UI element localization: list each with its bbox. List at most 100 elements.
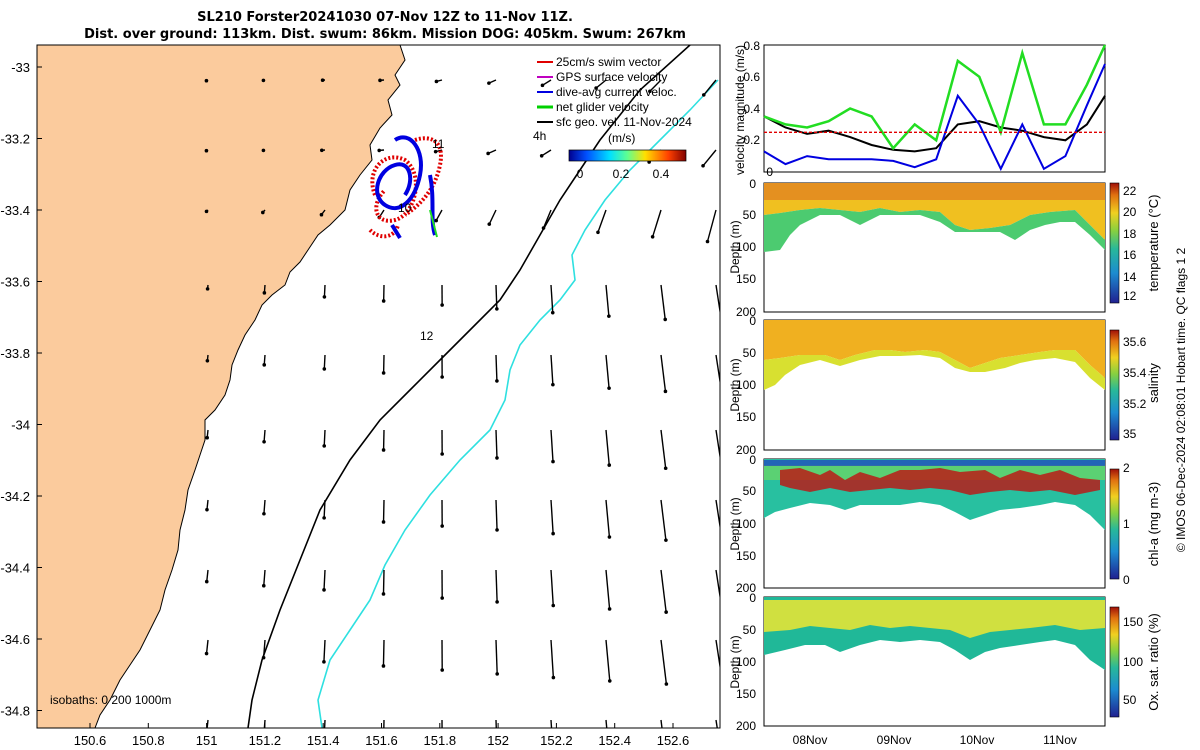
- velocity-arrow: [550, 719, 553, 728]
- chart-title-line1: SL210 Forster20241030 07-Nov 12Z to 11-N…: [197, 10, 573, 25]
- velocity-arrow: [495, 719, 497, 728]
- arrow-head: [607, 314, 611, 318]
- velocity-arrow: [323, 429, 326, 446]
- arrow-head: [319, 212, 324, 217]
- arrow-head: [495, 307, 499, 311]
- velocity-arrow: [542, 209, 552, 229]
- arrow-head: [381, 520, 386, 524]
- arrow-head: [705, 239, 710, 244]
- arrow-head: [607, 679, 612, 683]
- velocity-arrow: [595, 79, 607, 89]
- arrow-head: [487, 81, 491, 85]
- arrow-head: [551, 603, 556, 608]
- legend-label: net glider velocity: [556, 100, 649, 114]
- legend-item: dive-avg current veloc.: [537, 85, 677, 99]
- legend-item: net glider velocity: [537, 100, 649, 114]
- arrow-head: [664, 682, 669, 686]
- velocity-arrow: [715, 354, 720, 386]
- arrow-head: [495, 600, 499, 604]
- arrow-head: [322, 367, 327, 371]
- arrow-head: [205, 507, 209, 512]
- velocity-arrow: [605, 499, 611, 538]
- arrow-head: [594, 86, 598, 90]
- arrow-head: [381, 448, 386, 452]
- speed-colorbar: [568, 149, 687, 162]
- arrow-head: [322, 444, 327, 448]
- arrow-head: [204, 209, 209, 214]
- velocity-arrow: [715, 284, 720, 316]
- arrow-head: [721, 469, 725, 473]
- cbar-label: chl-a (mg m-3): [1146, 482, 1161, 567]
- velocity-arrow: [323, 719, 326, 728]
- velocity-arrow: [715, 569, 720, 601]
- arrow-head: [663, 466, 668, 471]
- map-x-tick: 152.4: [598, 733, 631, 748]
- velocity-arrow: [550, 354, 554, 385]
- map-y-tick: -34.8: [0, 704, 30, 719]
- velocity-arrow: [605, 569, 611, 610]
- cbar-tick: 16: [1123, 248, 1137, 262]
- arrow-head: [607, 607, 612, 611]
- map-axis-ticks: 150.6 150.8 151 151.2 151.4 151.6 151.8 152 152.…: [0, 60, 689, 748]
- velocity-arrow: [495, 354, 498, 381]
- arrow-head: [261, 210, 265, 215]
- velocity-arrow: [550, 284, 554, 313]
- map-x-tick: 151.2: [249, 733, 282, 748]
- land-mass: [37, 45, 406, 728]
- chlorophyll-panel: 0 50 100 150 200 Depth (m) 2 1 0 chl-a (…: [728, 453, 1161, 595]
- arrow-head: [262, 291, 267, 295]
- arrow-head: [607, 463, 612, 467]
- arrow-head: [440, 668, 445, 672]
- velocity-arrow: [597, 209, 607, 233]
- velocity-arrow: [715, 429, 720, 461]
- map-x-tick: 151: [196, 733, 218, 748]
- velocity-arrow: [382, 639, 385, 666]
- velocity-arrow: [605, 284, 610, 317]
- arrow-head: [320, 78, 325, 83]
- arrow-head: [381, 371, 386, 375]
- arrow-head: [320, 148, 324, 153]
- arrow-head: [663, 389, 668, 394]
- arrow-head: [262, 439, 266, 444]
- velocity-arrow: [605, 719, 608, 728]
- velocity-arrow: [660, 284, 666, 320]
- temperature-panel: 0 50 100 150 200 Depth (m) 22 20 18 16 1…: [728, 177, 1161, 319]
- x-tick: 11Nov: [1043, 733, 1077, 747]
- velocity-arrow: [660, 639, 668, 685]
- velocity-arrow: [550, 569, 554, 606]
- arrow-head: [378, 78, 382, 83]
- velocity-arrow: [550, 499, 554, 534]
- arrow-head: [261, 148, 266, 153]
- velocity-series-line: [763, 95, 1106, 153]
- cbar-tick: 14: [1123, 270, 1137, 284]
- map-x-tick: 150.8: [132, 733, 165, 748]
- velocity-arrow: [702, 149, 717, 167]
- cbar-tick: 20: [1123, 205, 1137, 219]
- arrow-head: [721, 541, 725, 545]
- cbar-tick: 22: [1123, 184, 1137, 198]
- velocity-arrow: [715, 499, 720, 531]
- cbar-label: salinity: [1146, 363, 1161, 403]
- map-y-tick: -33.6: [0, 275, 30, 290]
- cbar-tick: 35: [1123, 427, 1137, 441]
- map-x-tick: 151.8: [424, 733, 457, 748]
- cbar-tick: 12: [1123, 289, 1137, 303]
- map-y-tick: -34.2: [0, 489, 30, 504]
- copyright-note: © IMOS 06-Dec-2024 02:08:01 Hobart time.…: [1174, 248, 1188, 553]
- arrow-head: [322, 588, 326, 592]
- arrow-head: [440, 524, 444, 528]
- arrow-head: [540, 83, 545, 88]
- legend-item: GPS surface velocity: [537, 70, 667, 84]
- velocity-arrow: [605, 354, 610, 389]
- arrow-head: [721, 685, 725, 689]
- velocity-panel: 0 0.2 0.4 0.6 0.8 velocity magnitude (m/…: [733, 39, 1107, 179]
- cbar-tick: 150: [1123, 615, 1143, 629]
- arrow-head: [551, 382, 555, 387]
- velocity-arrow: [495, 569, 498, 602]
- track-day-label-10: 10: [398, 201, 412, 215]
- arrow-head: [440, 375, 444, 379]
- velocity-arrow: [323, 354, 326, 369]
- velocity-arrow: [550, 429, 554, 462]
- arrow-head: [377, 148, 382, 153]
- chart-title-line2: Dist. over ground: 113km. Dist. swum: 86…: [84, 27, 686, 42]
